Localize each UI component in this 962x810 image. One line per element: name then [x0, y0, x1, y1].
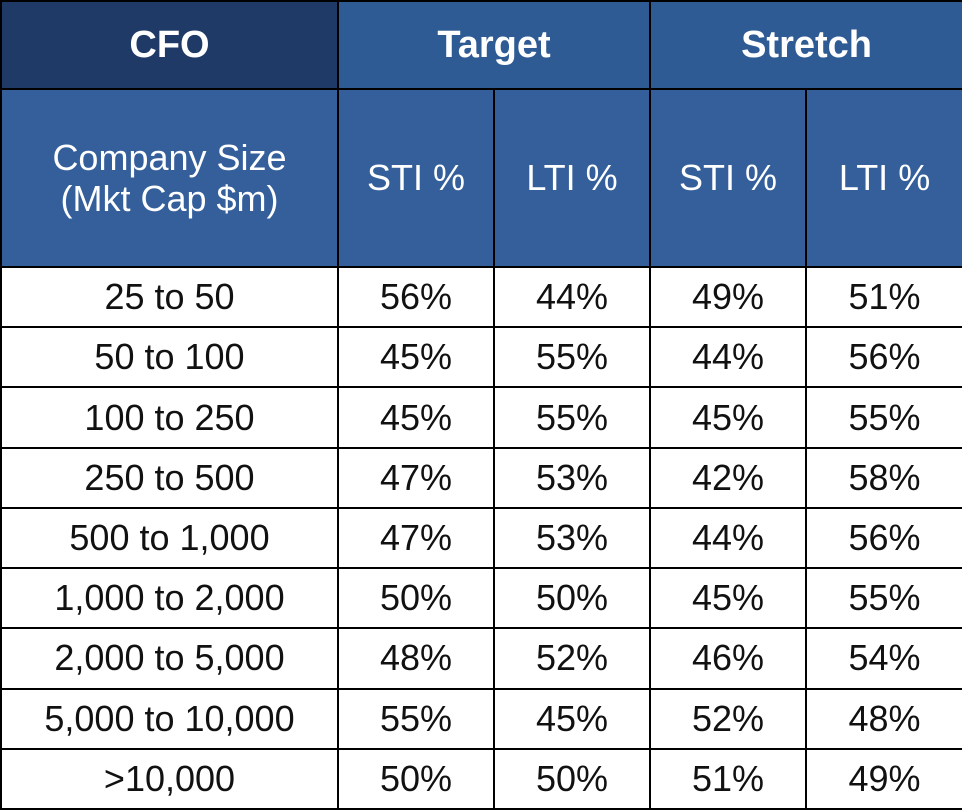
cell-target-lti: 45%: [492, 687, 652, 750]
cell-target-lti: 53%: [492, 506, 652, 570]
cell-stretch-sti: 45%: [649, 386, 808, 449]
cell-company-size: 50 to 100: [0, 326, 339, 389]
cell-target-lti: 44%: [492, 265, 652, 329]
header-target: Target: [336, 0, 652, 90]
header-column-row: Company Size (Mkt Cap $m) STI % LTI % ST…: [0, 88, 962, 268]
cell-target-lti: 53%: [492, 446, 652, 509]
header-company-size-line1: Company Size: [52, 136, 287, 178]
cell-stretch-sti: 52%: [649, 687, 808, 750]
header-stretch-lti: LTI %: [805, 88, 962, 268]
header-target-sti: STI %: [337, 88, 495, 268]
header-company-size-line2: (Mkt Cap $m): [60, 178, 279, 219]
cell-stretch-sti: 44%: [649, 506, 808, 570]
table-row: 100 to 250 45% 55% 45% 55%: [0, 386, 962, 449]
cell-target-lti: 50%: [492, 567, 652, 630]
table-row: 250 to 500 47% 53% 42% 58%: [0, 446, 962, 509]
cell-target-sti: 48%: [337, 627, 495, 690]
cell-company-size: 250 to 500: [0, 446, 339, 509]
cell-stretch-sti: 49%: [649, 265, 808, 329]
table-row: 500 to 1,000 47% 53% 44% 56%: [0, 506, 962, 570]
cell-target-lti: 55%: [492, 386, 652, 449]
cell-stretch-sti: 42%: [649, 446, 808, 509]
cell-stretch-sti: 51%: [649, 747, 808, 810]
header-company-size: Company Size (Mkt Cap $m): [0, 88, 339, 268]
cell-target-sti: 50%: [337, 747, 495, 810]
table-row: 25 to 50 56% 44% 49% 51%: [0, 265, 962, 329]
cell-company-size: 2,000 to 5,000: [0, 627, 339, 690]
cell-stretch-sti: 45%: [649, 567, 808, 630]
cell-company-size: >10,000: [0, 747, 339, 810]
cell-stretch-lti: 55%: [805, 567, 962, 630]
cell-target-lti: 50%: [492, 747, 652, 810]
table-row: 2,000 to 5,000 48% 52% 46% 54%: [0, 627, 962, 690]
header-group-row: CFO Target Stretch: [0, 0, 962, 90]
header-stretch-sti: STI %: [649, 88, 808, 268]
table-body: 25 to 50 56% 44% 49% 51% 50 to 100 45% 55% 44% 56…: [0, 265, 962, 810]
header-stretch: Stretch: [649, 0, 962, 90]
cell-company-size: 100 to 250: [0, 386, 339, 449]
header-target-lti: LTI %: [492, 88, 652, 268]
cell-stretch-lti: 51%: [805, 265, 962, 329]
cell-target-lti: 55%: [492, 326, 652, 389]
cell-target-sti: 47%: [337, 446, 495, 509]
cell-stretch-lti: 54%: [805, 627, 962, 690]
table-row: 50 to 100 45% 55% 44% 56%: [0, 326, 962, 389]
cell-stretch-lti: 49%: [805, 747, 962, 810]
cell-stretch-lti: 48%: [805, 687, 962, 750]
cell-target-sti: 55%: [337, 687, 495, 750]
cell-stretch-lti: 58%: [805, 446, 962, 509]
cell-target-sti: 56%: [337, 265, 495, 329]
cell-company-size: 500 to 1,000: [0, 506, 339, 570]
cell-target-lti: 52%: [492, 627, 652, 690]
header-cfo: CFO: [0, 0, 339, 90]
table-row: 5,000 to 10,000 55% 45% 52% 48%: [0, 687, 962, 750]
cell-company-size: 5,000 to 10,000: [0, 687, 339, 750]
cell-target-sti: 47%: [337, 506, 495, 570]
cell-target-sti: 45%: [337, 326, 495, 389]
cell-target-sti: 50%: [337, 567, 495, 630]
cell-stretch-sti: 44%: [649, 326, 808, 389]
cell-target-sti: 45%: [337, 386, 495, 449]
cell-company-size: 1,000 to 2,000: [0, 567, 339, 630]
cell-stretch-sti: 46%: [649, 627, 808, 690]
table-row: >10,000 50% 50% 51% 49%: [0, 747, 962, 810]
cell-stretch-lti: 55%: [805, 386, 962, 449]
table-row: 1,000 to 2,000 50% 50% 45% 55%: [0, 567, 962, 630]
cell-stretch-lti: 56%: [805, 506, 962, 570]
cell-company-size: 25 to 50: [0, 265, 339, 329]
cell-stretch-lti: 56%: [805, 326, 962, 389]
